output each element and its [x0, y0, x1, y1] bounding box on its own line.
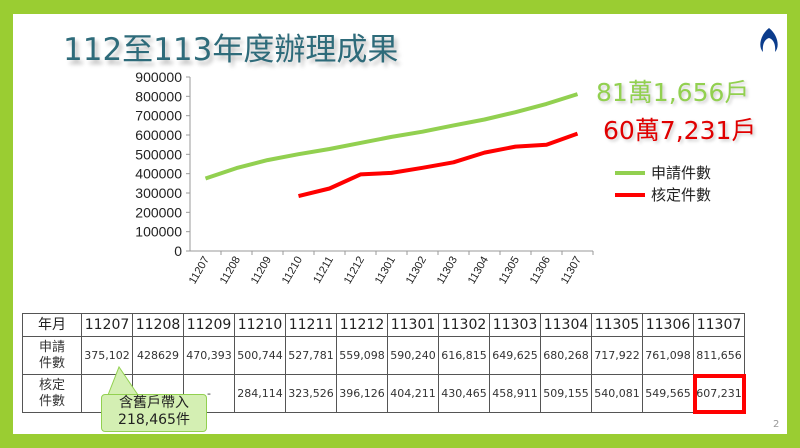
y-tick-label: 800000	[135, 88, 182, 104]
table-cell: 811,656	[693, 336, 745, 375]
legend-item-approve: 核定件數	[615, 184, 711, 205]
slide: 112至113年度辦理成果 0 100000 200000 300000 400000 5…	[13, 14, 787, 434]
x-tick-label: 11212	[342, 255, 367, 287]
row-label: 申請 件數	[22, 336, 82, 375]
y-tick-label: 700000	[135, 108, 182, 124]
table-cell: 396,126	[336, 374, 388, 413]
page-title: 112至113年度辦理成果	[63, 32, 399, 68]
legend-item-apply: 申請件數	[615, 162, 711, 183]
table-cell: 430,465	[438, 374, 490, 413]
row-label-line: 核定	[38, 377, 65, 393]
x-tick-label: 11209	[249, 255, 274, 287]
table-cell: 559,098	[336, 336, 388, 375]
header-cell: 11307	[693, 313, 745, 337]
header-cell: 11303	[489, 313, 541, 337]
callout-pointer	[107, 365, 139, 396]
table-cell: 761,098	[642, 336, 694, 375]
header-cell: 11304	[540, 313, 592, 337]
x-tick-label: 11303	[435, 255, 460, 287]
x-tick-label: 11211	[311, 255, 336, 286]
row-label-line: 件數	[38, 393, 65, 409]
series-line-apply	[204, 92, 579, 181]
x-tick-label: 11305	[497, 255, 522, 287]
table-cell: 323,526	[285, 374, 337, 413]
legend-label: 申請件數	[651, 164, 712, 182]
table-cell: 590,240	[387, 336, 439, 375]
row-label: 核定 件數	[22, 374, 82, 413]
table-cell: 527,781	[285, 336, 337, 375]
table-cell: 284,114	[234, 374, 286, 413]
table-cell: 649,625	[489, 336, 541, 375]
header-cell: 11305	[591, 313, 643, 337]
header-cell: 11306	[642, 313, 694, 337]
y-tick-label: 200000	[135, 204, 182, 220]
series-line-approve	[298, 131, 579, 199]
x-tick-label: 11304	[466, 255, 491, 287]
page-number: 2	[773, 419, 780, 430]
legend-swatch-approve	[615, 192, 645, 197]
table-cell: 458,911	[489, 374, 541, 413]
header-cell: 11208	[132, 313, 184, 337]
y-tick-label: 300000	[135, 185, 182, 201]
table-cell: 607,231	[692, 373, 746, 414]
header-cell: 11301	[387, 313, 439, 337]
apply-total-annotation: 81萬1,656戶	[596, 78, 750, 107]
y-tick-label: 500000	[135, 146, 182, 162]
legend-label: 核定件數	[651, 186, 712, 204]
callout: 含舊戶帶入 218,465件	[101, 394, 207, 432]
table-cell: 404,211	[387, 374, 439, 413]
y-tick-label: 900000	[135, 69, 182, 85]
header-cell: 11210	[234, 313, 286, 337]
header-cell: 11211	[285, 313, 337, 337]
x-tick-label: 11302	[404, 255, 429, 287]
x-tick-label: 11301	[373, 255, 398, 287]
table-cell: 717,922	[591, 336, 643, 375]
table-cell: 680,268	[540, 336, 592, 375]
header-cell: 11207	[81, 313, 133, 337]
table-cell: 470,393	[183, 336, 235, 375]
x-tick-label: 11307	[559, 255, 584, 287]
table-cell: 540,081	[591, 374, 643, 413]
row-label-line: 申請	[38, 339, 65, 355]
data-table: 年月 11207 11208 11209 11210 11211 11212 11301 113…	[22, 313, 746, 414]
callout-line2: 218,465件	[118, 412, 190, 428]
header-label: 年月	[22, 313, 82, 337]
legend-swatch-apply	[615, 170, 645, 175]
table-cell: 549,565	[642, 374, 694, 413]
x-tick-label: 11208	[218, 255, 243, 287]
table-cell: 616,815	[438, 336, 490, 375]
logo-icon	[760, 28, 778, 52]
y-tick-label: 600000	[135, 127, 182, 143]
line-chart: 0 100000 200000 300000 400000 500000 600000 700…	[135, 69, 594, 287]
table-cell: 509,155	[540, 374, 592, 413]
x-tick-label: 11306	[528, 255, 553, 287]
header-cell: 11302	[438, 313, 490, 337]
table-cell: 500,744	[234, 336, 286, 375]
table-cell: 428629	[132, 336, 184, 375]
x-tick-label: 11210	[280, 255, 305, 287]
callout-line1: 含舊戶帶入	[119, 395, 189, 411]
row-label-line: 件數	[38, 355, 65, 371]
y-tick-label: 400000	[135, 166, 182, 182]
y-tick-label: 0	[174, 243, 182, 259]
approve-total-annotation: 60萬7,231戶	[603, 116, 757, 145]
y-tick-label: 100000	[135, 224, 182, 240]
header-cell: 11212	[336, 313, 388, 337]
